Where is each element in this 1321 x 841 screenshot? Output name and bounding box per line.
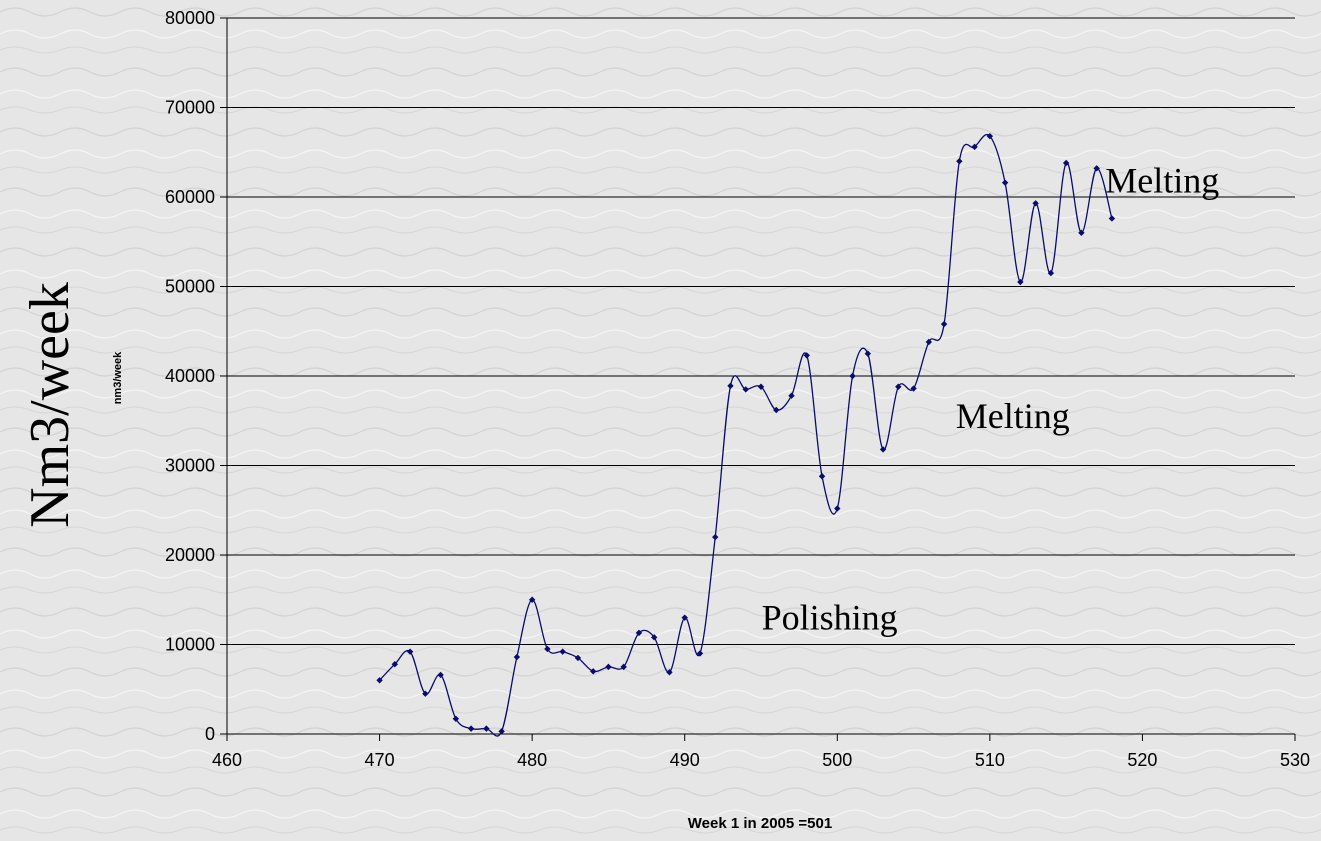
data-point-marker bbox=[1032, 200, 1039, 207]
annotation-label: Polishing bbox=[762, 597, 898, 637]
x-tick-label: 530 bbox=[1280, 750, 1310, 770]
data-point-marker bbox=[956, 158, 963, 165]
data-point-marker bbox=[696, 650, 704, 657]
data-point-marker bbox=[1078, 229, 1085, 236]
data-point-marker bbox=[773, 406, 780, 414]
data-point-marker bbox=[651, 634, 658, 641]
series bbox=[376, 132, 1116, 737]
y-tick-label: 0 bbox=[205, 724, 215, 744]
y-axis-title: nm3/week bbox=[112, 351, 124, 404]
x-tick-label: 520 bbox=[1127, 750, 1157, 770]
x-tick-label: 470 bbox=[365, 750, 395, 770]
data-point-marker bbox=[879, 446, 887, 453]
x-tick-label: 500 bbox=[822, 750, 852, 770]
x-tick-label: 510 bbox=[975, 750, 1005, 770]
data-point-marker bbox=[574, 654, 582, 662]
y-tick-label: 40000 bbox=[165, 366, 215, 386]
y-tick-label: 70000 bbox=[165, 98, 215, 118]
y-tick-label: 30000 bbox=[165, 456, 215, 476]
x-tick-label: 480 bbox=[517, 750, 547, 770]
data-point-marker bbox=[742, 386, 749, 393]
x-axis-title: Week 1 in 2005 =501 bbox=[688, 815, 832, 832]
tick-labels: 0 10000 20000 30000 40000 50000 60000 70000 8000… bbox=[165, 8, 1310, 770]
data-point-marker bbox=[605, 663, 612, 671]
data-point-marker bbox=[1001, 179, 1009, 186]
data-point-marker bbox=[757, 383, 765, 390]
y-axis-side-label: Nm3/week bbox=[19, 282, 81, 528]
data-point-marker bbox=[391, 660, 399, 668]
data-point-marker bbox=[666, 669, 673, 676]
data-point-marker bbox=[681, 614, 688, 621]
data-point-marker bbox=[559, 648, 566, 655]
data-point-marker bbox=[589, 668, 597, 675]
data-point-marker bbox=[513, 653, 521, 661]
data-point-marker bbox=[727, 382, 734, 390]
data-point-marker bbox=[1108, 215, 1116, 222]
y-tick-label: 80000 bbox=[165, 8, 215, 28]
data-point-marker bbox=[1047, 269, 1055, 277]
data-point-marker bbox=[635, 629, 643, 637]
data-point-marker bbox=[864, 350, 871, 357]
data-point-marker bbox=[1093, 165, 1100, 172]
y-tick-label: 50000 bbox=[165, 277, 215, 297]
y-tick-label: 60000 bbox=[165, 187, 215, 207]
data-point-marker bbox=[1062, 159, 1070, 167]
data-point-marker bbox=[712, 533, 719, 541]
data-point-marker bbox=[925, 338, 933, 346]
data-point-marker bbox=[1017, 278, 1024, 286]
data-point-marker bbox=[376, 677, 383, 684]
data-point-marker bbox=[467, 725, 475, 732]
data-point-marker bbox=[498, 728, 505, 735]
data-point-marker bbox=[895, 383, 902, 390]
data-point-marker bbox=[437, 671, 444, 679]
data-point-marker bbox=[788, 392, 795, 399]
x-tick-label: 490 bbox=[670, 750, 700, 770]
data-point-marker bbox=[528, 596, 536, 603]
data-point-marker bbox=[544, 645, 551, 653]
data-point-marker bbox=[971, 143, 978, 151]
data-point-marker bbox=[620, 663, 627, 671]
data-point-marker bbox=[406, 648, 414, 655]
y-tick-label: 10000 bbox=[165, 635, 215, 655]
data-point-marker bbox=[483, 725, 490, 732]
data-point-marker bbox=[803, 352, 810, 359]
data-point-marker bbox=[910, 385, 917, 392]
x-tick-label: 460 bbox=[212, 750, 242, 770]
annotation-label: Melting bbox=[1105, 161, 1219, 201]
data-point-marker bbox=[834, 505, 841, 512]
axes bbox=[220, 17, 1296, 741]
data-point-marker bbox=[986, 132, 994, 140]
data-point-marker bbox=[422, 690, 429, 697]
annotation-label: Melting bbox=[956, 396, 1070, 436]
annotations: Melting Melting Polishing bbox=[762, 161, 1220, 638]
y-tick-label: 20000 bbox=[165, 545, 215, 565]
data-point-marker bbox=[940, 320, 948, 328]
data-point-marker bbox=[849, 372, 856, 380]
data-point-marker bbox=[452, 715, 460, 722]
data-point-marker bbox=[818, 473, 826, 480]
gridlines bbox=[227, 17, 1295, 645]
